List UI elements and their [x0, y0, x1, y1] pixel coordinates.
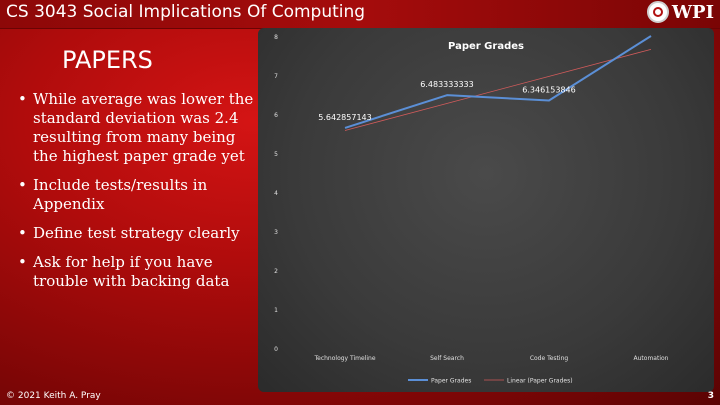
series-line [344, 35, 652, 129]
bullet-item: Ask for help if you have trouble with ba… [18, 253, 258, 291]
legend-trendline-label: Linear (Paper Grades) [507, 378, 573, 385]
trendline [344, 48, 652, 131]
bullet-item: While average was lower the standard dev… [18, 90, 258, 166]
y-tick-label: 7 [274, 73, 278, 80]
y-tick-label: 2 [274, 268, 278, 275]
chart-panel: Paper Grades 0 1 2 3 4 5 6 7 8 Technology Timeline… [258, 28, 714, 392]
legend-series-label: Paper Grades [431, 378, 471, 385]
title-bar: CS 3043 Social Implications Of Computing… [0, 0, 720, 29]
slide-heading: PAPERS [62, 46, 153, 74]
line-chart: Paper Grades 0 1 2 3 4 5 6 7 8 Technology Timeline… [274, 28, 669, 385]
chart-title: Paper Grades [448, 41, 524, 52]
logo-text: WPI [671, 1, 714, 23]
bullet-item: Include tests/results in Appendix [18, 176, 258, 214]
x-category-label: Automation [634, 355, 669, 362]
course-title: CS 3043 Social Implications Of Computing [6, 2, 366, 22]
data-label: 6.346153846 [522, 86, 575, 95]
data-label: 6.483333333 [420, 80, 473, 89]
x-category-label: Code Testing [530, 355, 569, 362]
wpi-logo: WPI [646, 1, 714, 23]
page-number: 3 [707, 391, 714, 401]
footer-copyright: © 2021 Keith A. Pray [6, 391, 101, 401]
bullet-list: While average was lower the standard dev… [18, 90, 258, 301]
y-tick-label: 1 [274, 307, 278, 314]
seal-icon [646, 1, 669, 23]
y-tick-label: 0 [274, 346, 278, 353]
x-category-label: Self Search [430, 355, 464, 362]
data-label: 5.642857143 [318, 113, 371, 122]
x-category-label: Technology Timeline [313, 355, 375, 362]
bullet-item: Define test strategy clearly [18, 224, 258, 243]
y-tick-label: 5 [274, 151, 278, 158]
y-tick-label: 6 [274, 112, 278, 119]
data-label: 8 [648, 28, 653, 30]
y-tick-label: 8 [274, 34, 278, 41]
y-tick-label: 4 [274, 190, 278, 197]
y-tick-label: 3 [274, 229, 278, 236]
